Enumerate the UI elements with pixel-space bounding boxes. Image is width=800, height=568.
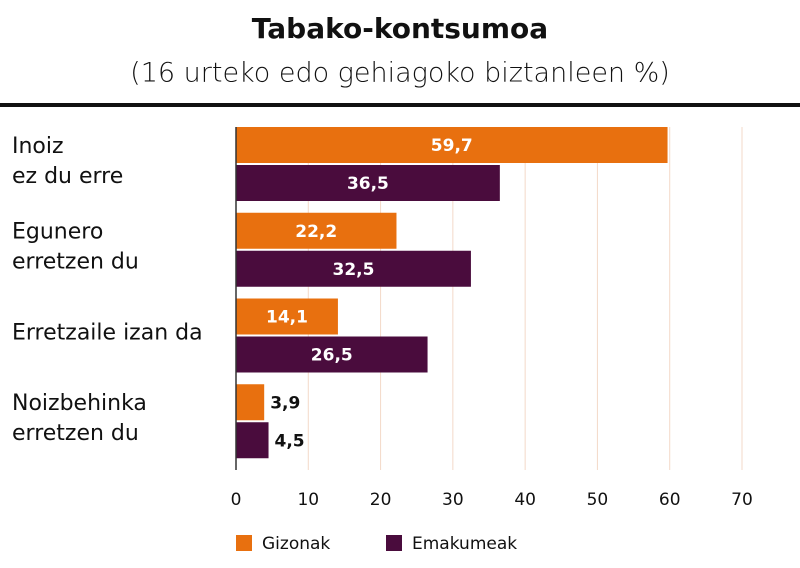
x-tick-label: 30 — [442, 490, 464, 510]
bar — [236, 298, 338, 335]
data-label: 14,1 — [266, 308, 308, 328]
bar — [236, 384, 265, 421]
legend-swatch — [386, 535, 402, 551]
x-tick-label: 70 — [731, 490, 753, 510]
x-tick-label: 40 — [514, 490, 536, 510]
chart-title: Tabako-kontsumoa — [252, 12, 548, 45]
data-label: 32,5 — [332, 260, 374, 280]
data-label: 26,5 — [311, 346, 353, 366]
category-label: Inoiz ez du erre — [12, 134, 123, 189]
divider — [0, 103, 800, 107]
legend-label: Emakumeak — [412, 534, 517, 554]
bar — [236, 212, 397, 249]
data-label: 36,5 — [347, 174, 389, 194]
bar — [236, 336, 428, 373]
x-tick-label: 10 — [297, 490, 319, 510]
bar — [236, 127, 668, 163]
data-label: 59,7 — [431, 136, 473, 156]
data-label: 4,5 — [275, 431, 305, 451]
category-label: Egunero erretzen du — [12, 220, 139, 275]
x-tick-label: 60 — [659, 490, 681, 510]
legend-swatch — [236, 535, 252, 551]
legend-label: Gizonak — [262, 534, 330, 554]
x-tick-label: 0 — [231, 490, 242, 510]
x-tick-label: 20 — [370, 490, 392, 510]
category-label: Erretzaile izan da — [12, 320, 203, 345]
data-label: 22,2 — [295, 222, 337, 242]
category-label: Noizbehinka erretzen du — [12, 391, 147, 446]
chart-subtitle: (16 urteko edo gehiagoko biztanleen %) — [130, 58, 670, 89]
bar — [236, 422, 269, 459]
bar — [236, 250, 471, 287]
bar — [236, 165, 500, 201]
data-label: 3,9 — [270, 393, 300, 413]
x-tick-label: 50 — [587, 490, 609, 510]
